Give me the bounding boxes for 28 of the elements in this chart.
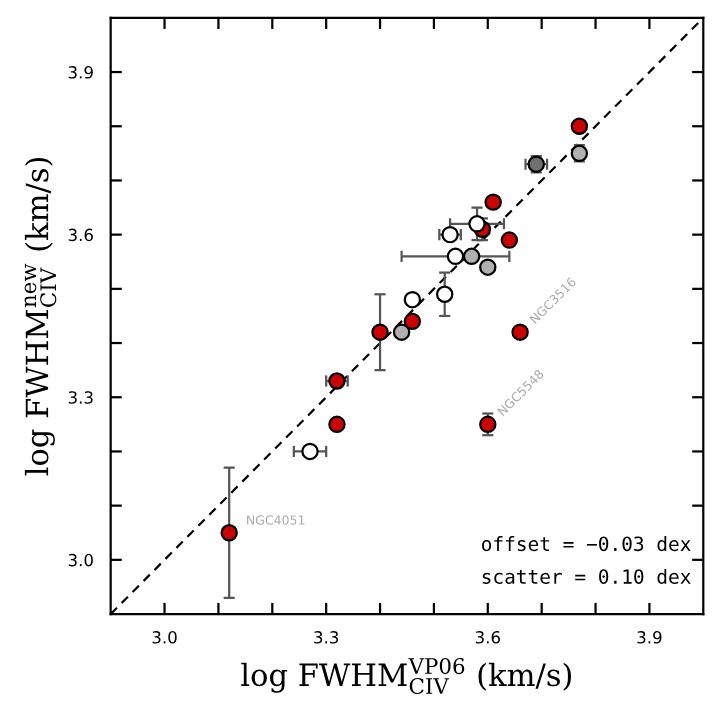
- point: [500, 231, 519, 249]
- x-tick-label: 3.6: [475, 631, 500, 644]
- point: [462, 247, 481, 266]
- point: [371, 323, 389, 341]
- annotation: offset = −0.03 dex: [482, 536, 691, 552]
- point: [479, 258, 497, 276]
- point: [435, 285, 454, 303]
- point: [220, 524, 238, 542]
- y-tick-label: 3.0: [68, 553, 93, 567]
- point: [301, 442, 319, 461]
- annotation: scatter = 0.10 dex: [482, 568, 691, 584]
- point: [484, 193, 502, 211]
- point: [446, 247, 465, 266]
- x-tick-label: 3.0: [152, 631, 177, 644]
- text: log FWHM$^{VP06}$$_{CIV}$ (km/s): [241, 657, 572, 695]
- y-axis-title: log FWHM$^{new}$$_{CIV}$ (km/s): [24, 157, 57, 476]
- point: [570, 117, 589, 135]
- x-tick-label: 3.9: [637, 631, 662, 644]
- point: [403, 312, 422, 331]
- x-tick-label: 3.3: [314, 631, 339, 644]
- y-tick-label: 3.3: [68, 391, 93, 404]
- point: [511, 323, 529, 341]
- y-tick-label: 3.6: [68, 228, 93, 242]
- y-tick-label: 3.9: [68, 66, 93, 79]
- point: [468, 215, 486, 233]
- point: [392, 323, 411, 341]
- point: [328, 415, 346, 434]
- point: [403, 290, 422, 309]
